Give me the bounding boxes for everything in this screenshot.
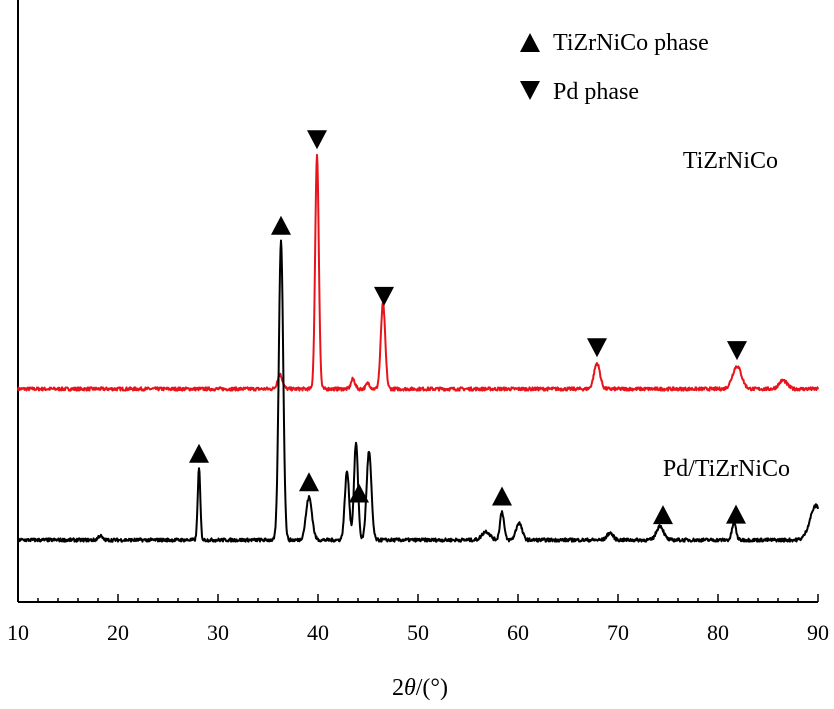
legend-triangle-down-icon [520, 81, 540, 100]
phase-markers [189, 130, 747, 525]
x-axis-title-prefix: 2 [392, 675, 404, 701]
x-tick-label: 10 [7, 620, 29, 645]
series-line-tizrnico [17, 153, 819, 392]
series-label-pd-tizrnico: Pd/TiZrNiCo [663, 456, 790, 482]
phase-marker-triangle-down-icon [374, 286, 394, 306]
x-axis-title-suffix: /(°) [416, 675, 448, 701]
legend-label-tizrnico-phase: TiZrNiCo phase [553, 30, 709, 56]
phase-marker-triangle-up-icon [349, 483, 369, 503]
x-axis-title-theta: θ [404, 675, 416, 701]
x-axis-ticks: 10 20 30 40 50 60 70 80 90 [7, 594, 829, 645]
phase-marker-triangle-down-icon [727, 341, 747, 361]
phase-marker-triangle-down-icon [587, 338, 607, 358]
x-tick-label: 20 [107, 620, 129, 645]
legend-triangle-up-icon [520, 33, 540, 52]
x-tick-label: 70 [607, 620, 629, 645]
x-tick-label: 90 [807, 620, 829, 645]
series-line-pd-tizrnico [17, 239, 819, 543]
legend: TiZrNiCo phase Pd phase [520, 30, 709, 105]
phase-marker-triangle-up-icon [271, 215, 291, 235]
x-tick-label: 60 [507, 620, 529, 645]
series-layer [17, 153, 819, 543]
series-label-tizrnico: TiZrNiCo [683, 148, 778, 174]
plot-frame [17, 0, 818, 603]
x-tick-label: 40 [307, 620, 329, 645]
x-tick-label: 80 [707, 620, 729, 645]
phase-marker-triangle-up-icon [726, 504, 746, 524]
x-axis-title: 2θ/(°) [392, 675, 448, 701]
legend-label-pd-phase: Pd phase [553, 79, 639, 105]
phase-marker-triangle-up-icon [492, 486, 512, 506]
phase-marker-triangle-up-icon [189, 443, 209, 463]
x-tick-label: 30 [207, 620, 229, 645]
phase-marker-triangle-up-icon [653, 505, 673, 525]
phase-marker-triangle-down-icon [307, 130, 327, 150]
phase-marker-triangle-up-icon [299, 472, 319, 492]
x-tick-label: 50 [407, 620, 429, 645]
